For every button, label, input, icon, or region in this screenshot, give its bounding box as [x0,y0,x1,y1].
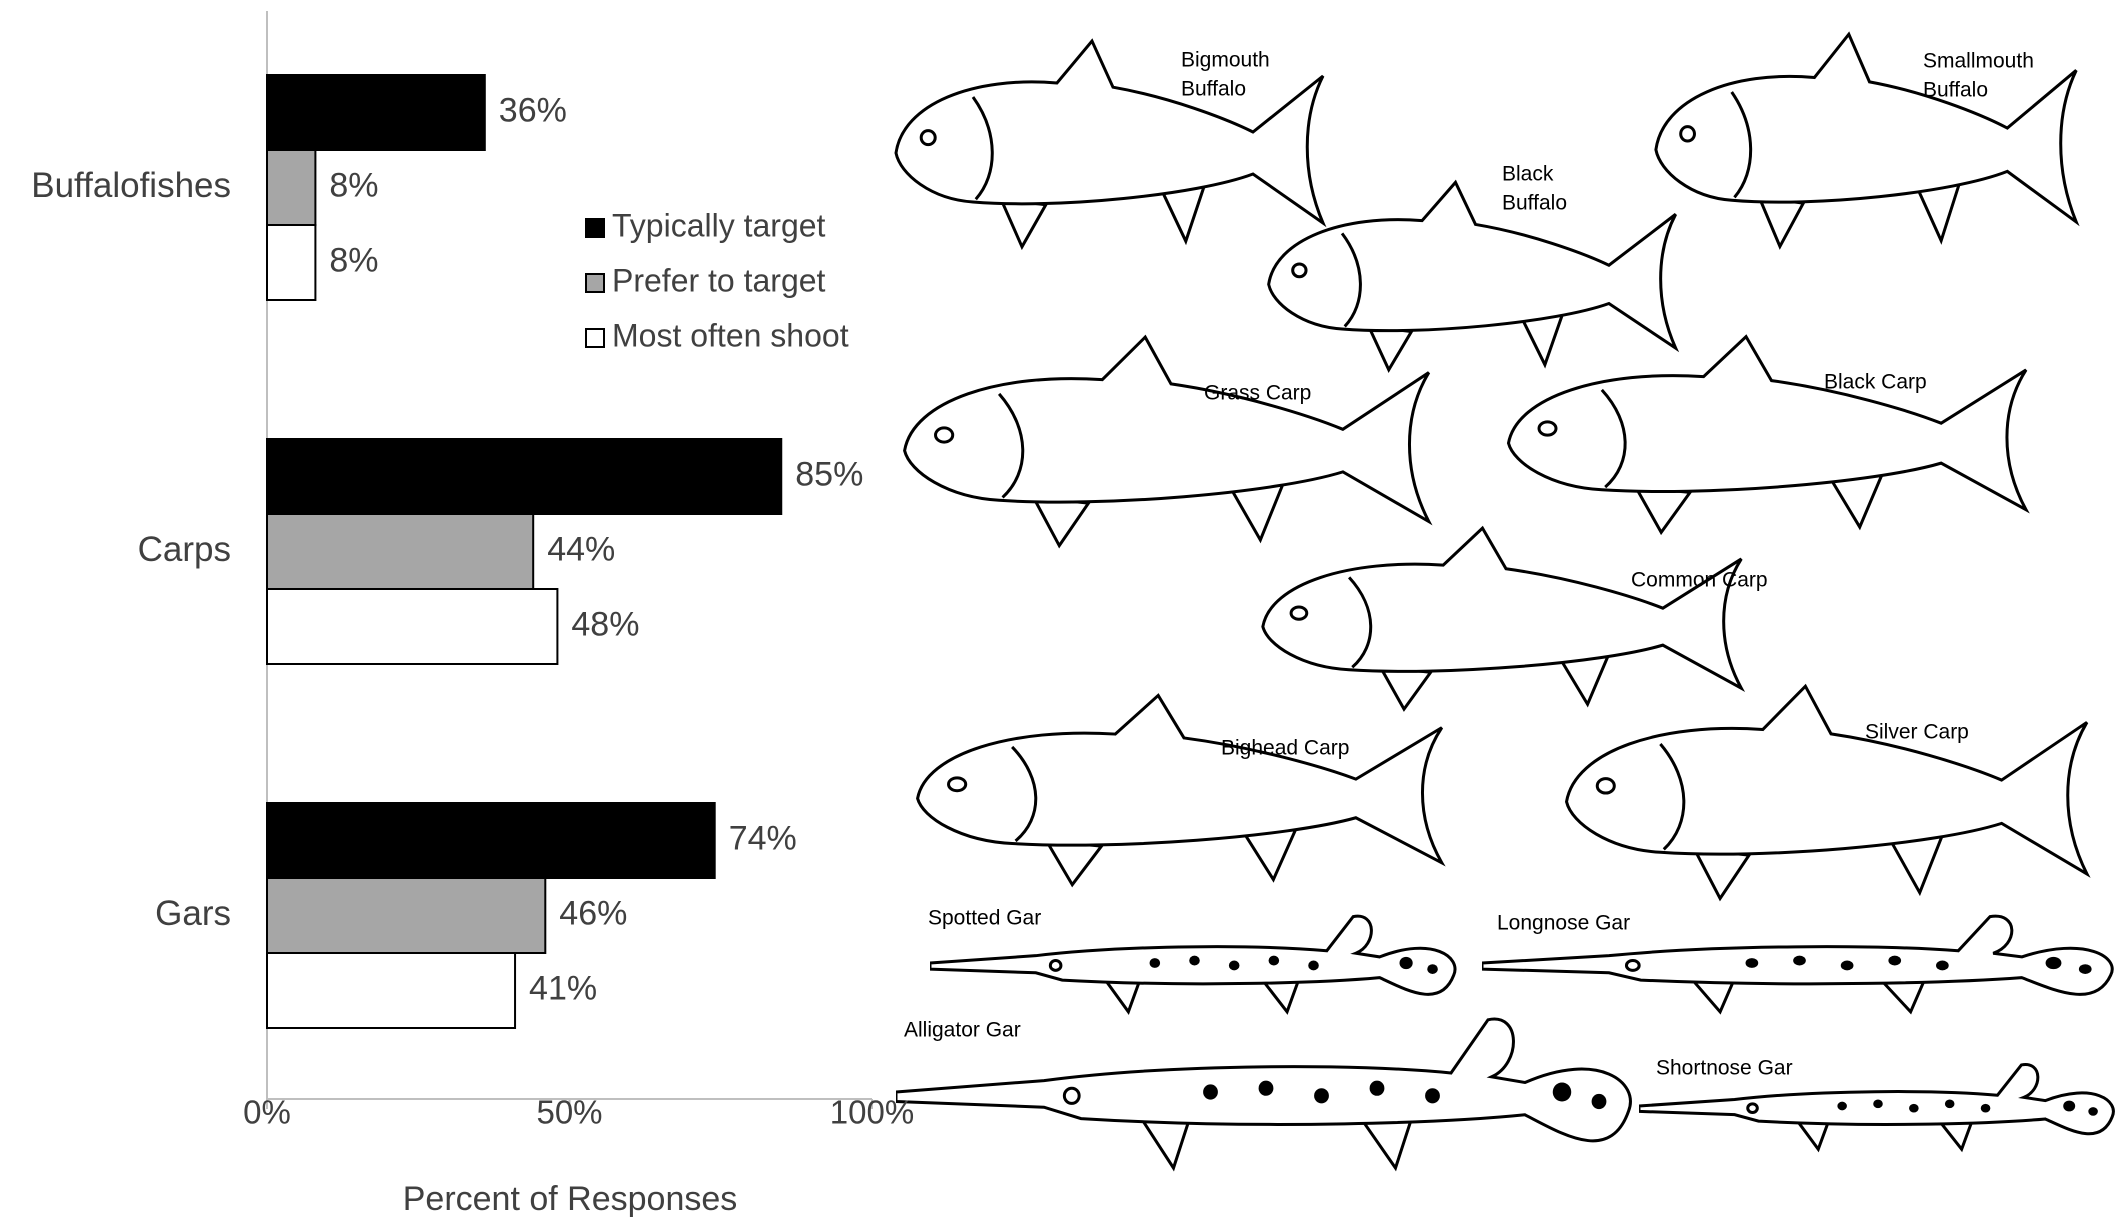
value-label: 44% [547,530,615,568]
legend-label: Typically target [612,207,826,243]
fish-label: Bigmouth [1181,49,1270,72]
value-label: 41% [529,969,597,1007]
fish-label: Alligator Gar [904,1019,1021,1042]
fish-label: Shortnose Gar [1656,1057,1793,1080]
fish-illustration [1567,686,2087,898]
bar [266,513,535,590]
category-label: Carps [138,530,231,569]
value-label: 74% [729,819,797,857]
legend-label: Prefer to target [612,262,826,298]
fish-illustration [896,41,1323,247]
fish-label: Buffalo [1502,192,1567,215]
x-axis-title: Percent of Responses [403,1180,738,1218]
fish-label: Black Carp [1824,371,1927,394]
fish-illustration [1263,528,1741,709]
category-label: Buffalofishes [31,166,231,205]
fish-label: Buffalo [1923,79,1988,102]
fish-label: Bighead Carp [1221,737,1349,760]
fish-illustration [1269,182,1676,369]
bar [266,952,517,1029]
fish-label: Smallmouth [1923,50,2034,73]
fish-illustration [905,337,1429,546]
fish-illustration [1508,337,2026,533]
x-tick-label: 100% [830,1094,914,1131]
fish-label: Spotted Gar [928,907,1041,930]
fish-illustration [918,695,1442,884]
x-tick-label: 50% [536,1094,602,1131]
value-label: 85% [795,455,863,493]
bar [266,438,783,515]
fish-label: Silver Carp [1865,721,1969,744]
value-label: 36% [499,91,567,129]
category-label: Gars [155,894,231,933]
value-label: 48% [571,605,639,643]
fish-label: Buffalo [1181,78,1246,101]
fish-label: Common Carp [1631,569,1768,592]
fish-label: Grass Carp [1204,382,1311,405]
gar-illustration [930,914,1457,1014]
bar [266,877,547,954]
value-label: 8% [329,166,378,204]
value-label: 8% [329,241,378,279]
bar [266,802,716,879]
legend-swatch [585,273,605,293]
bar [266,149,317,226]
legend-swatch [585,328,605,348]
value-label: 46% [559,894,627,932]
legend-label: Most often shoot [612,317,849,353]
bar [266,224,317,301]
bar [266,588,559,665]
bar [266,74,486,151]
fish-label: Longnose Gar [1497,912,1630,935]
fish-label: Black [1502,163,1554,186]
legend-swatch [585,218,605,238]
x-tick-label: 0% [243,1094,291,1131]
